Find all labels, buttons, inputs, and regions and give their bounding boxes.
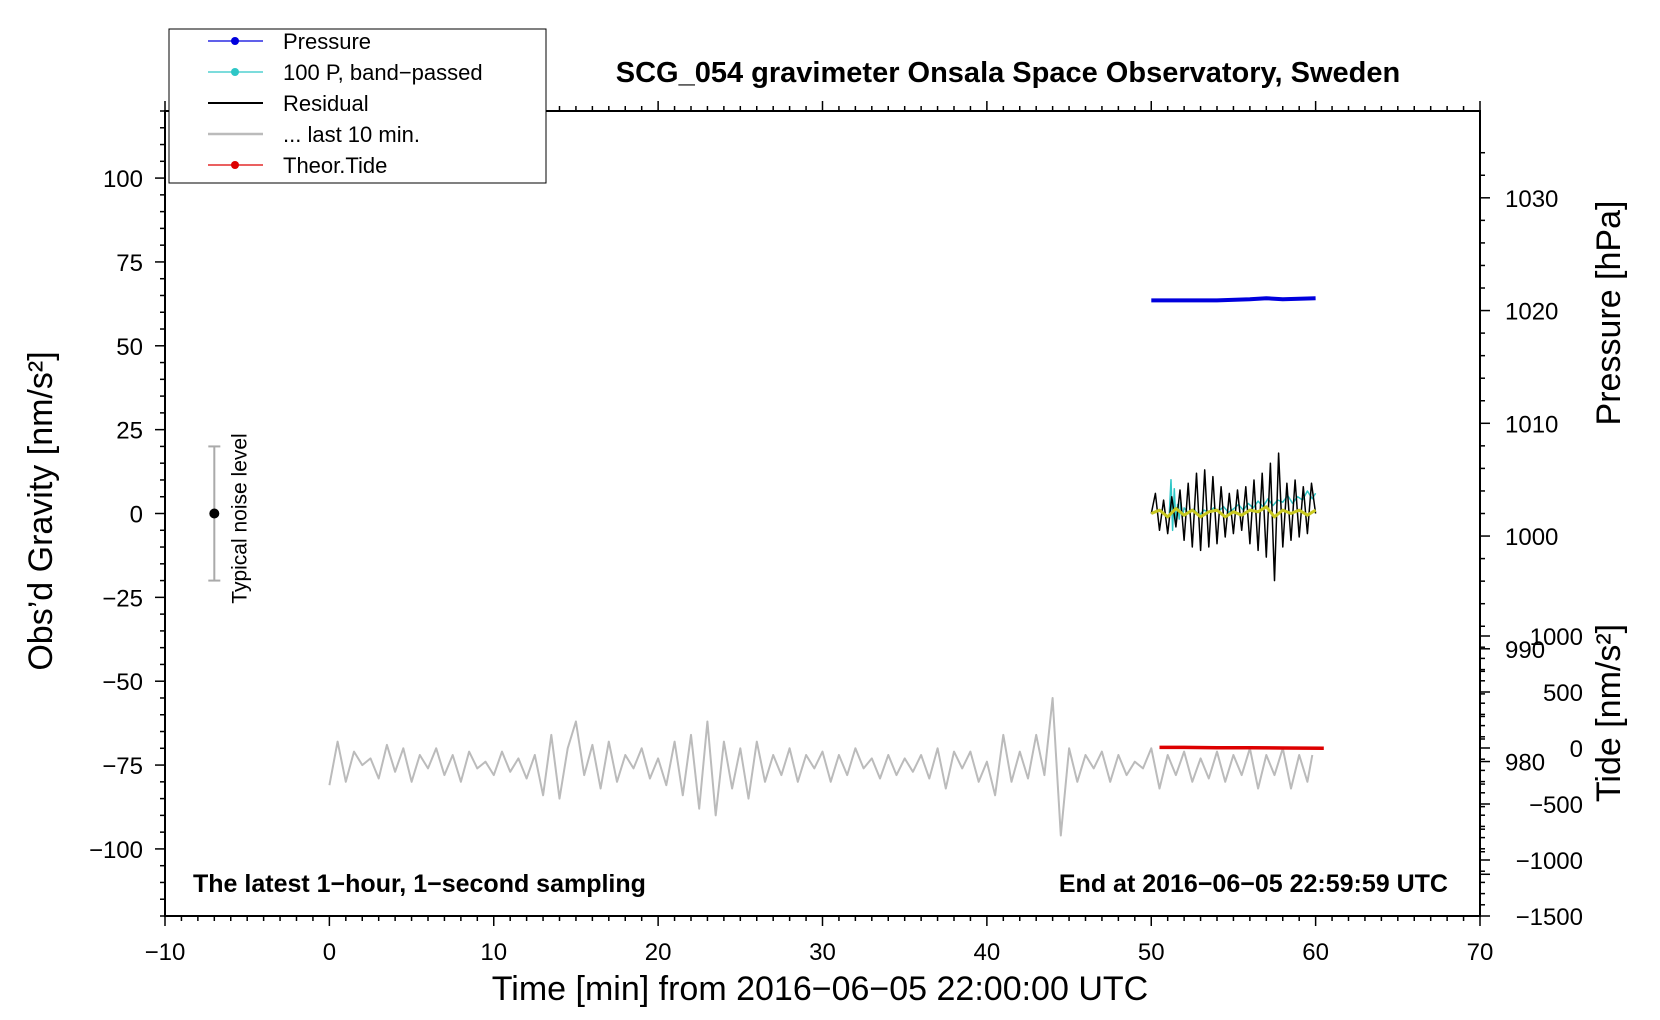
x-tick-label: 60: [1302, 939, 1329, 966]
residual-line: [1150, 452, 1317, 582]
tide-tick-label: −1500: [1516, 904, 1583, 931]
legend-box: [168, 28, 547, 184]
x-axis-label: Time [min] from 2016−06−05 22:00:00 UTC: [492, 970, 1148, 1008]
legend: Pressure 100 P, band−passed Residual ... la…: [168, 28, 547, 184]
y-tick-label: 100: [103, 166, 143, 193]
legend-label: Residual: [283, 91, 369, 116]
tide-tick-label: 500: [1543, 680, 1583, 707]
pressure-tick-label: 990: [1505, 637, 1545, 664]
tide-tick-label: 0: [1570, 736, 1583, 763]
x-tick-label: 20: [645, 939, 672, 966]
annotation-right: End at 2016−06−05 22:59:59 UTC: [1059, 870, 1448, 898]
x-tick-label: 10: [480, 939, 507, 966]
x-tick-label: −10: [145, 939, 186, 966]
x-tick-label: 30: [809, 939, 836, 966]
tide-tick-label: −500: [1529, 792, 1583, 819]
noise-label: Typical noise level: [228, 433, 251, 603]
annotation-left: The latest 1−hour, 1−second sampling: [193, 870, 646, 898]
legend-label: ... last 10 min.: [283, 122, 420, 147]
x-tick-label: 40: [974, 939, 1001, 966]
y-axis-label-tide: Tide [nm/s²]: [1590, 624, 1628, 802]
tide-tick-label: 1000: [1530, 624, 1583, 651]
x-tick-label: 0: [323, 939, 336, 966]
legend-label: Pressure: [283, 29, 371, 54]
y-axis-label-pressure: Pressure [hPa]: [1590, 201, 1628, 426]
y-tick-label: −100: [89, 837, 143, 864]
y-tick-label: −25: [102, 585, 143, 612]
x-tick-label: 50: [1138, 939, 1165, 966]
tick-marks: [155, 101, 1490, 926]
last-10-min-line: [328, 697, 1314, 837]
noise-dot: [209, 508, 220, 519]
pressure-tick-label: 1020: [1505, 299, 1558, 326]
pressure-tick-label: 1010: [1505, 411, 1558, 438]
pressure-tick-label: 980: [1505, 750, 1545, 777]
noise-indicator: Typical noise level: [208, 433, 251, 604]
smoothed-residual-line: [1150, 505, 1317, 519]
x-tick-label: 70: [1467, 939, 1494, 966]
pressure-line: [1151, 296, 1316, 303]
y-tick-label: 75: [116, 250, 143, 277]
series-layer: [328, 296, 1324, 837]
y-tick-label: 50: [116, 334, 143, 361]
y-axis-label-left: Obs’d Gravity [nm/s²]: [22, 351, 60, 670]
pressure-tick-label: 1000: [1505, 524, 1558, 551]
plot-frame: [164, 110, 1481, 917]
legend-label: 100 P, band−passed: [283, 60, 483, 85]
y-tick-label: −50: [102, 669, 143, 696]
y-tick-label: 0: [130, 502, 143, 529]
legend-label: Theor.Tide: [283, 153, 387, 178]
y-tick-label: 25: [116, 418, 143, 445]
theor-tide-line: [1159, 745, 1324, 750]
legend-marker: [231, 37, 239, 45]
pressure-tick-label: 1030: [1505, 186, 1558, 213]
legend-marker: [231, 161, 239, 169]
legend-marker: [231, 68, 239, 76]
y-tick-label: −75: [102, 753, 143, 780]
chart-title: SCG_054 gravimeter Onsala Space Observat…: [616, 57, 1400, 89]
tide-tick-label: −1000: [1516, 848, 1583, 875]
